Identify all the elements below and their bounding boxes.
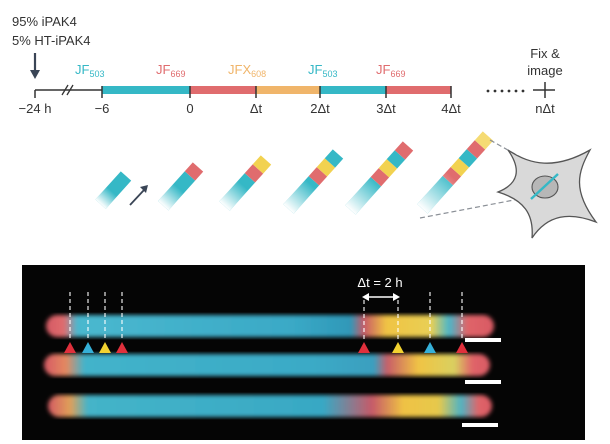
- tube-schematic-4: [283, 149, 344, 214]
- segment-jf669-a: [190, 86, 256, 94]
- tick-label-0: 0: [186, 101, 193, 116]
- marker-teal-2: [424, 342, 436, 353]
- tick-label-4dt: 4Δt: [441, 101, 461, 116]
- tick-label-minus-6: −6: [95, 101, 110, 116]
- marker-red-3: [358, 342, 370, 353]
- marker-teal-1: [82, 342, 94, 353]
- microtubule-1: [46, 315, 494, 337]
- labeling-line-1: 95% iPAK4: [12, 14, 77, 29]
- tube-schematic-5: [345, 141, 414, 215]
- scale-bar-1: [465, 338, 501, 342]
- fix-image-line-1: Fix &: [530, 46, 560, 61]
- fix-image-line-2: image: [527, 63, 562, 78]
- delta-t-label: Δt = 2 h: [357, 275, 402, 290]
- down-arrow-icon: [30, 53, 40, 79]
- marker-yellow-1: [99, 342, 111, 353]
- segment-jf669-b: [386, 86, 451, 94]
- tick-label-3dt: 3Δt: [376, 101, 396, 116]
- growth-schematic: [95, 131, 598, 241]
- guide-lines: [69, 292, 463, 341]
- tube-schematic-6: [417, 131, 494, 214]
- tube-schematic-3: [219, 155, 272, 211]
- segment-jf503-a: [102, 86, 190, 94]
- labeling-line-2: 5% HT-iPAK4: [12, 33, 91, 48]
- scale-bar-3: [462, 423, 498, 427]
- dye-label-jf669-a: JF669: [156, 62, 185, 79]
- dye-label-jf503-b: JF503: [308, 62, 337, 79]
- marker-yellow-2: [392, 342, 404, 353]
- tube-schematic-2: [158, 162, 204, 211]
- dye-label-jfx608: JFX608: [228, 62, 266, 79]
- tick-label-dt: Δt: [250, 101, 263, 116]
- tick-label-ndt: nΔt: [535, 101, 555, 116]
- segment-jfx608: [256, 86, 320, 94]
- dye-label-jf503-a: JF503: [75, 62, 104, 79]
- dye-label-jf669-b: JF669: [376, 62, 405, 79]
- microtubule-2: [44, 354, 490, 376]
- tick-label-2dt: 2Δt: [310, 101, 330, 116]
- growth-arrow-icon: [129, 185, 148, 206]
- scale-bar-2: [465, 380, 501, 384]
- timeline: −24 h −6 0 Δt 2Δt 3Δt 4Δt nΔt Fix & imag…: [19, 46, 563, 116]
- double-arrow-icon: [362, 293, 400, 301]
- cell-icon: [496, 148, 598, 241]
- ellipsis-dots-icon: [486, 89, 525, 93]
- marker-red-1: [64, 342, 76, 353]
- micrograph-panel: Δt = 2 h: [22, 265, 585, 440]
- tube-schematic-1: [95, 171, 132, 209]
- marker-red-4: [456, 342, 468, 353]
- marker-red-2: [116, 342, 128, 353]
- axis-break-icon: [61, 84, 74, 96]
- microtubule-3: [48, 395, 492, 417]
- segment-jf503-b: [320, 86, 386, 94]
- tick-label-minus-24h: −24 h: [19, 101, 52, 116]
